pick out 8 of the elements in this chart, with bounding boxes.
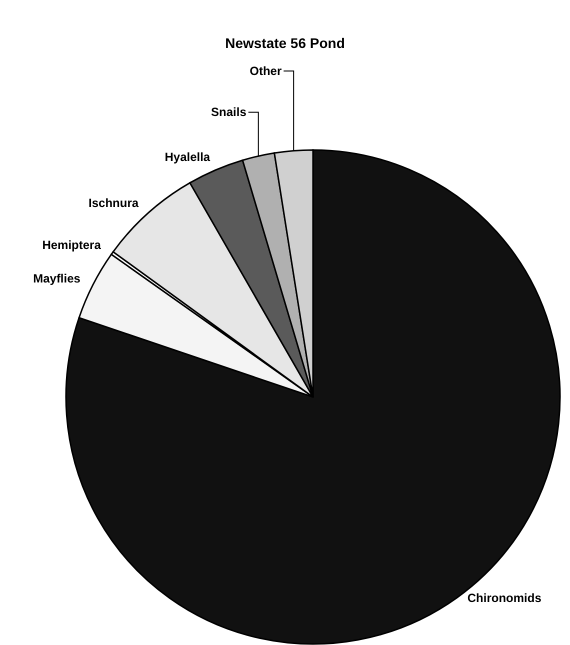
slice-label: Chironomids <box>467 591 542 606</box>
slice-label: Hemiptera <box>42 238 102 252</box>
chart-title: Newstate 56 Pond <box>225 35 345 51</box>
slice-label: Hyalella <box>164 150 210 164</box>
slice-label: Mayflies <box>33 272 81 286</box>
slice-label: Other <box>250 64 282 78</box>
slice-label: Snails <box>211 105 247 120</box>
slice-label: Ischnura <box>88 196 139 210</box>
